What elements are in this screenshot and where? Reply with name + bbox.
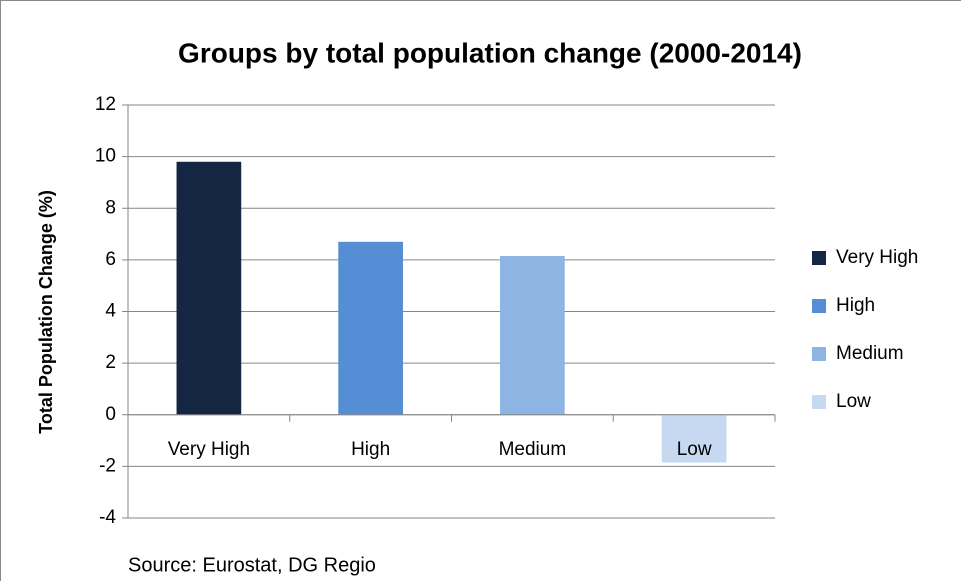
legend-label: High xyxy=(836,295,875,316)
y-tick-label: 0 xyxy=(105,404,116,425)
y-axis-label: Total Population Change (%) xyxy=(36,190,56,434)
legend-swatch xyxy=(812,347,826,361)
x-tick-label: Very High xyxy=(168,439,250,460)
legend-swatch xyxy=(812,395,826,409)
bar xyxy=(177,162,242,415)
y-tick-label: 6 xyxy=(105,249,116,270)
y-tick-label: 8 xyxy=(105,197,116,218)
legend-swatch xyxy=(812,299,826,313)
chart-title: Groups by total population change (2000-… xyxy=(178,37,802,68)
x-tick-label: Medium xyxy=(499,439,567,460)
bar xyxy=(338,242,403,415)
x-tick-label: High xyxy=(351,439,390,460)
y-tick-label: -4 xyxy=(99,507,116,528)
legend-label: Low xyxy=(836,391,871,412)
y-tick-label: 12 xyxy=(95,94,116,115)
y-tick-label: 4 xyxy=(105,301,116,322)
x-tick-label: Low xyxy=(677,439,712,460)
legend-label: Medium xyxy=(836,343,904,364)
legend-label: Very High xyxy=(836,247,918,268)
y-tick-label: -2 xyxy=(99,455,116,476)
source-note: Source: Eurostat, DG Regio xyxy=(128,554,376,576)
bar xyxy=(500,256,565,415)
y-tick-label: 10 xyxy=(95,146,116,167)
y-tick-label: 2 xyxy=(105,352,116,373)
legend-swatch xyxy=(812,251,826,265)
